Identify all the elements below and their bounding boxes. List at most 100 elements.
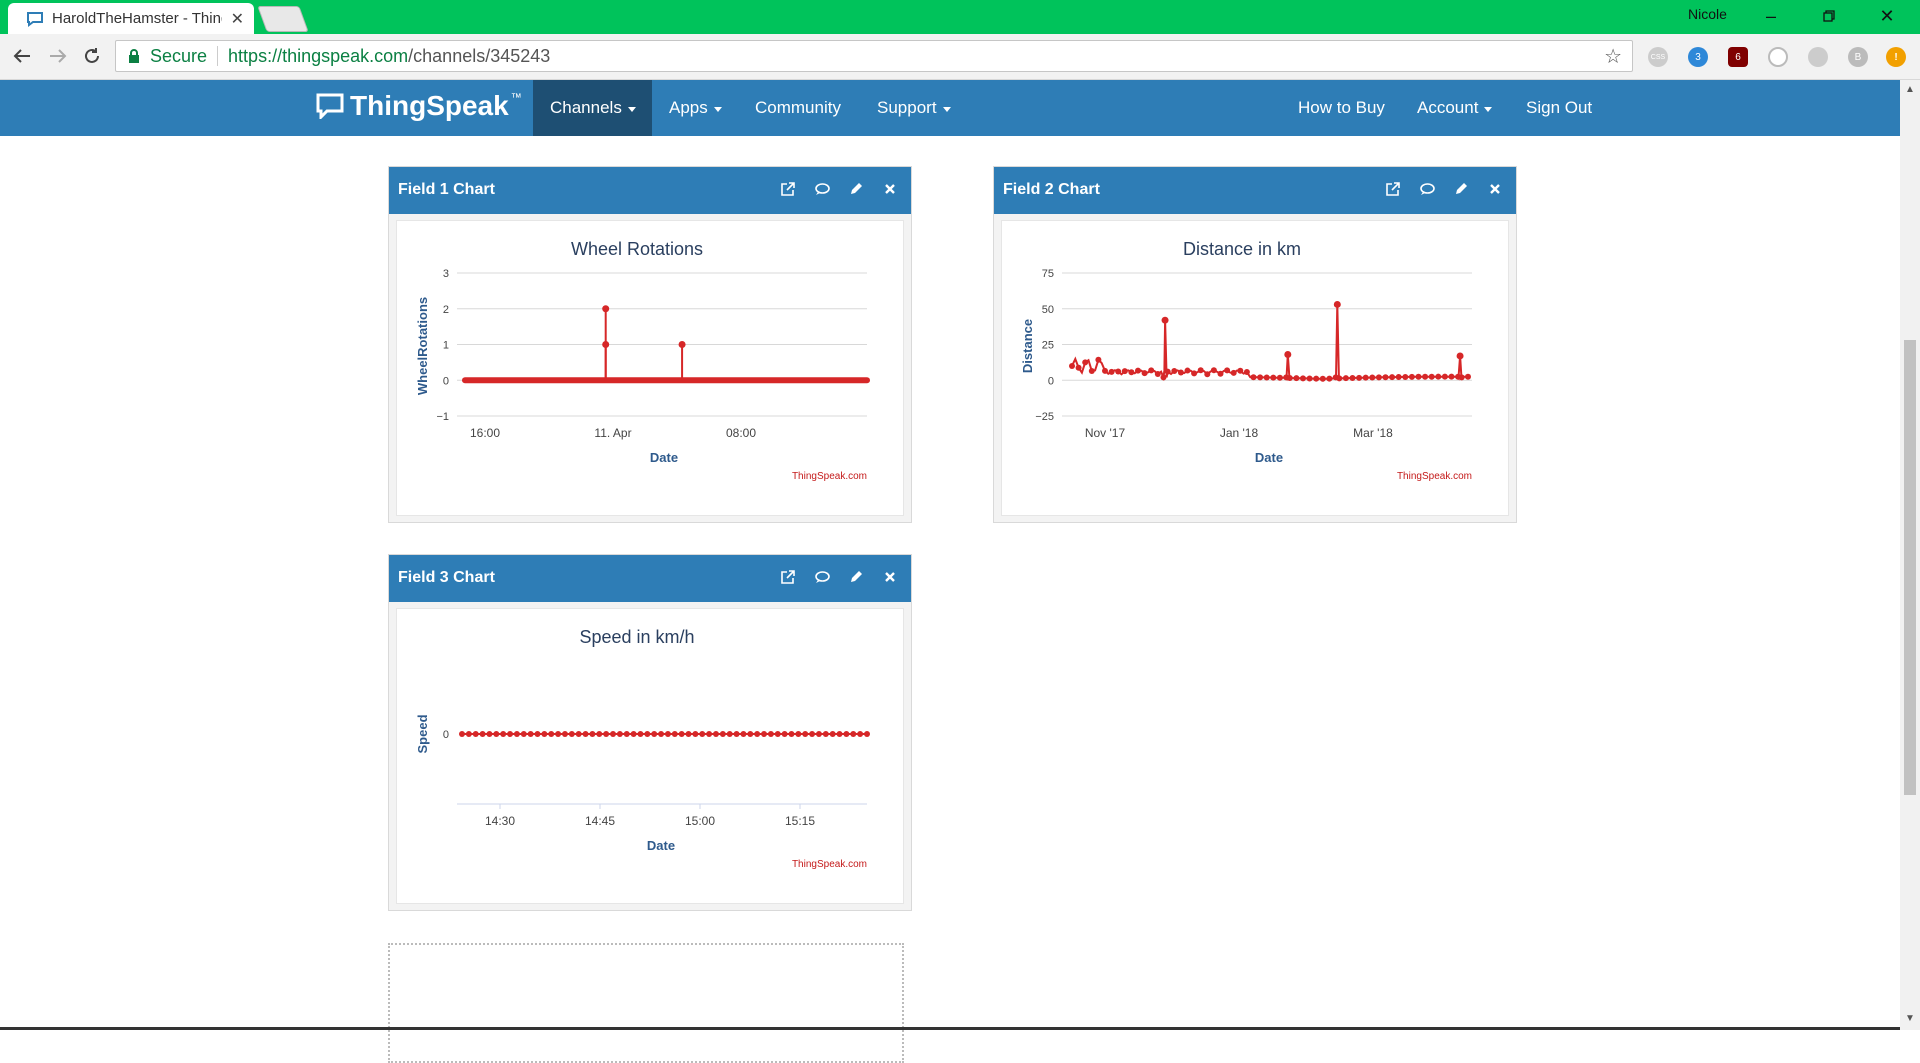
data-point (513, 731, 520, 737)
data-point (1336, 375, 1343, 382)
pencil-icon[interactable] (1452, 180, 1470, 198)
data-point (610, 731, 617, 737)
field-3-chart-panel: Field 3 Chart Speed in km/h Speed Date T… (388, 554, 912, 911)
data-point (1456, 352, 1464, 360)
sync-extension-icon[interactable] (1768, 47, 1788, 67)
lightbulb-extension-icon[interactable] (1808, 47, 1828, 67)
scrollbar-thumb[interactable] (1904, 340, 1916, 795)
data-point (795, 731, 802, 737)
data-point (1369, 374, 1376, 381)
data-point (616, 731, 623, 737)
data-point (706, 731, 713, 737)
comment-icon[interactable] (813, 568, 831, 586)
field-1-chart-panel: Field 1 Chart Wheel Rotations WheelRotat… (388, 166, 912, 523)
nav-account-label: Account (1417, 98, 1479, 117)
y-tick-label: 75 (1042, 268, 1054, 280)
minimize-icon[interactable]: – (1765, 5, 1776, 26)
b-extension-icon[interactable]: B (1848, 47, 1868, 67)
data-point (486, 731, 493, 737)
new-tab-button[interactable] (257, 6, 309, 32)
data-point (1458, 374, 1465, 381)
chart-svg: Speed in km/h Speed Date ThingSpeak.com … (415, 627, 870, 870)
data-point (644, 731, 651, 737)
nav-support[interactable]: Support (860, 80, 968, 136)
data-point (1160, 374, 1167, 381)
data-point (1184, 367, 1191, 374)
data-point (555, 731, 562, 737)
page-scrollbar[interactable]: ▲ ▼ (1900, 80, 1920, 1030)
back-arrow-icon[interactable] (8, 42, 36, 70)
close-icon[interactable] (881, 568, 899, 586)
data-point (1197, 367, 1204, 374)
x-tick-label: Jan '18 (1220, 426, 1259, 440)
data-point (472, 731, 479, 737)
scroll-up-arrow-icon[interactable]: ▲ (1905, 84, 1915, 95)
x-axis-label: Date (650, 450, 678, 465)
external-link-icon[interactable] (1384, 180, 1402, 198)
y-tick-label: 50 (1042, 304, 1054, 316)
panel-header: Field 2 Chart (994, 167, 1516, 214)
tab-close-icon[interactable]: ✕ (230, 10, 244, 28)
url-host: https://thingspeak.com (228, 45, 409, 66)
nav-account[interactable]: Account (1400, 80, 1509, 136)
nav-community[interactable]: Community (738, 80, 858, 136)
x-axis-label: Date (647, 838, 675, 853)
external-link-icon[interactable] (779, 180, 797, 198)
data-point (1284, 351, 1292, 359)
x-tick-label: 14:30 (485, 814, 515, 828)
data-point (589, 731, 596, 737)
caret-down-icon (1484, 106, 1493, 112)
external-link-icon[interactable] (779, 568, 797, 586)
data-point (1102, 367, 1108, 374)
address-bar[interactable]: Secure https://thingspeak.com/channels/3… (115, 40, 1633, 72)
comment-icon[interactable] (813, 180, 831, 198)
data-point (692, 731, 699, 737)
data-point (747, 731, 754, 737)
panel-title: Field 3 Chart (398, 569, 495, 586)
restore-icon[interactable] (1804, 3, 1854, 29)
alert-extension-icon[interactable]: ! (1886, 47, 1906, 67)
y-tick-label: −1 (436, 411, 449, 423)
chart-svg: Wheel Rotations WheelRotations Date Thin… (415, 239, 870, 482)
profile-name[interactable]: Nicole (1688, 6, 1727, 22)
nav-apps[interactable]: Apps (652, 80, 739, 136)
window-bottom-border (0, 1027, 1900, 1030)
data-point (651, 731, 658, 737)
data-point (520, 731, 527, 737)
data-point (685, 731, 692, 737)
pencil-icon[interactable] (847, 180, 865, 198)
data-point (664, 731, 671, 737)
data-point (1293, 375, 1300, 382)
y-tick-label: 2 (443, 304, 449, 316)
x-tick-label: Mar '18 (1353, 426, 1393, 440)
close-window-icon[interactable]: ✕ (1879, 5, 1895, 26)
css-extension-icon[interactable]: CSS (1648, 47, 1668, 67)
nav-sign-out[interactable]: Sign Out (1509, 80, 1609, 136)
ublock-icon[interactable]: 6 (1728, 47, 1748, 67)
ghostery-icon[interactable]: 3 (1688, 47, 1708, 67)
comment-icon[interactable] (1418, 180, 1436, 198)
nav-channels[interactable]: Channels (533, 80, 652, 136)
forward-arrow-icon[interactable] (44, 42, 72, 70)
x-tick-label: 14:45 (585, 814, 615, 828)
add-widget-placeholder[interactable] (388, 943, 904, 1063)
reload-icon[interactable] (78, 42, 106, 70)
pencil-icon[interactable] (847, 568, 865, 586)
data-point (1135, 367, 1141, 374)
data-point (575, 731, 582, 737)
data-point (507, 731, 514, 737)
close-icon[interactable] (881, 180, 899, 198)
close-icon[interactable] (1486, 180, 1504, 198)
speech-bubble-icon (316, 93, 344, 119)
data-point (699, 731, 706, 737)
scroll-down-arrow-icon[interactable]: ▼ (1905, 1013, 1915, 1024)
browser-tab[interactable]: HaroldTheHamster - ThingSpeak ✕ (8, 3, 254, 34)
bookmark-star-icon[interactable]: ☆ (1604, 45, 1622, 68)
data-point (603, 731, 610, 737)
data-point (733, 731, 740, 737)
nav-how-to-buy[interactable]: How to Buy (1281, 80, 1402, 136)
thingspeak-logo[interactable]: ThingSpeak ™ (316, 90, 522, 122)
data-point (1382, 374, 1389, 381)
nav-how-to-buy-label: How to Buy (1298, 98, 1385, 117)
omnibox-separator (217, 46, 219, 66)
